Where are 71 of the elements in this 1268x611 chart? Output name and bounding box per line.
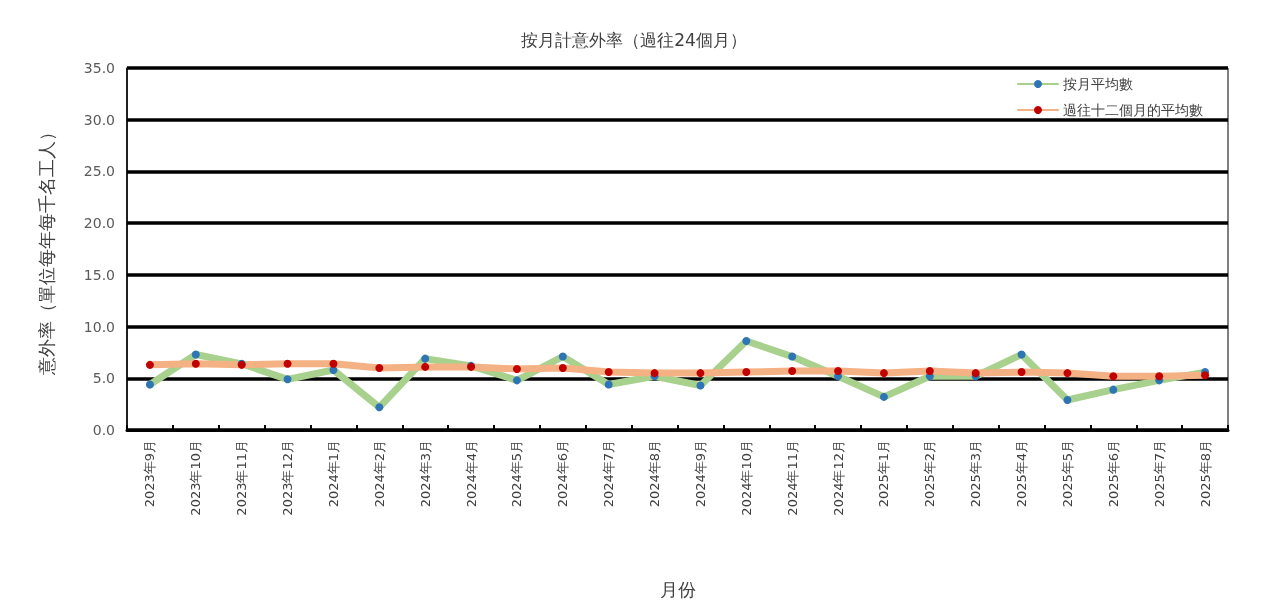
point [375, 403, 384, 412]
y-tick-label: 35.0 [83, 60, 115, 76]
x-tick-label: 2024年1月 [325, 440, 341, 508]
point [925, 367, 934, 376]
point [145, 360, 154, 369]
point [1017, 350, 1026, 359]
y-axis-title: 意外率（單位每年每千名工人） [35, 123, 57, 376]
x-tick-label: 2024年2月 [371, 440, 387, 508]
x-tick-label: 2025年4月 [1014, 440, 1030, 508]
y-tick-label: 5.0 [92, 370, 115, 387]
legend-label: 按月平均數 [1063, 76, 1133, 92]
point [558, 363, 567, 372]
x-tick-label: 2024年3月 [417, 440, 433, 508]
x-tick-label: 2024年6月 [555, 440, 571, 508]
y-tick-label: 25.0 [83, 163, 115, 180]
point [1109, 372, 1118, 381]
x-tick-label: 2025年8月 [1197, 440, 1213, 508]
x-tick-label: 2025年3月 [968, 440, 984, 508]
point [834, 367, 843, 376]
point [742, 368, 751, 377]
x-tick-label: 2025年7月 [1151, 440, 1167, 508]
legend-label: 過往十二個月的平均數 [1063, 102, 1203, 118]
x-tick-label: 2024年4月 [463, 440, 479, 508]
point [283, 359, 292, 368]
point [1155, 372, 1164, 381]
x-axis-title: 月份 [659, 578, 696, 600]
point [512, 376, 521, 385]
point [283, 375, 292, 384]
point [1017, 368, 1026, 377]
point [1063, 396, 1072, 404]
x-tick-label: 2024年10月 [738, 440, 754, 516]
point [788, 367, 797, 376]
x-tick-label: 2025年2月 [922, 440, 938, 508]
x-tick-label: 2024年11月 [784, 440, 800, 516]
point [145, 380, 154, 389]
point [1063, 369, 1072, 378]
point [191, 350, 200, 359]
point [604, 368, 613, 377]
x-tick-label: 2024年8月 [647, 440, 663, 508]
x-tick-label: 2024年7月 [601, 440, 617, 508]
x-tick-label: 2023年12月 [280, 440, 296, 516]
point [696, 369, 705, 378]
x-tick-label: 2023年11月 [234, 440, 250, 516]
x-tick-label: 2025年5月 [1059, 440, 1075, 508]
y-tick-label: 15.0 [83, 266, 115, 283]
x-tick-label: 2025年6月 [1105, 440, 1121, 508]
point [375, 363, 384, 372]
y-tick-label: 30.0 [83, 111, 115, 128]
point [742, 337, 751, 346]
x-tick-label: 2023年10月 [188, 440, 204, 516]
point [421, 354, 430, 363]
x-tick-label: 2024年12月 [830, 440, 846, 516]
x-tick-label: 2024年5月 [509, 440, 525, 508]
x-tick-label: 2023年9月 [142, 440, 158, 508]
y-tick-label: 0.0 [92, 422, 115, 438]
point [879, 392, 888, 401]
point [558, 352, 567, 361]
point [788, 352, 797, 361]
x-tick-label: 2025年1月 [876, 440, 892, 508]
x-tick-label: 2024年9月 [692, 440, 708, 508]
point [879, 369, 888, 378]
point [604, 380, 613, 389]
point [421, 362, 430, 371]
chart-title: 按月計意外率（過往24個月） [521, 29, 747, 50]
point [191, 359, 200, 368]
y-tick-label: 10.0 [83, 318, 115, 335]
point [1109, 385, 1118, 394]
point [329, 359, 338, 368]
point [696, 381, 705, 390]
y-tick-label: 20.0 [83, 215, 115, 232]
point [512, 364, 521, 373]
